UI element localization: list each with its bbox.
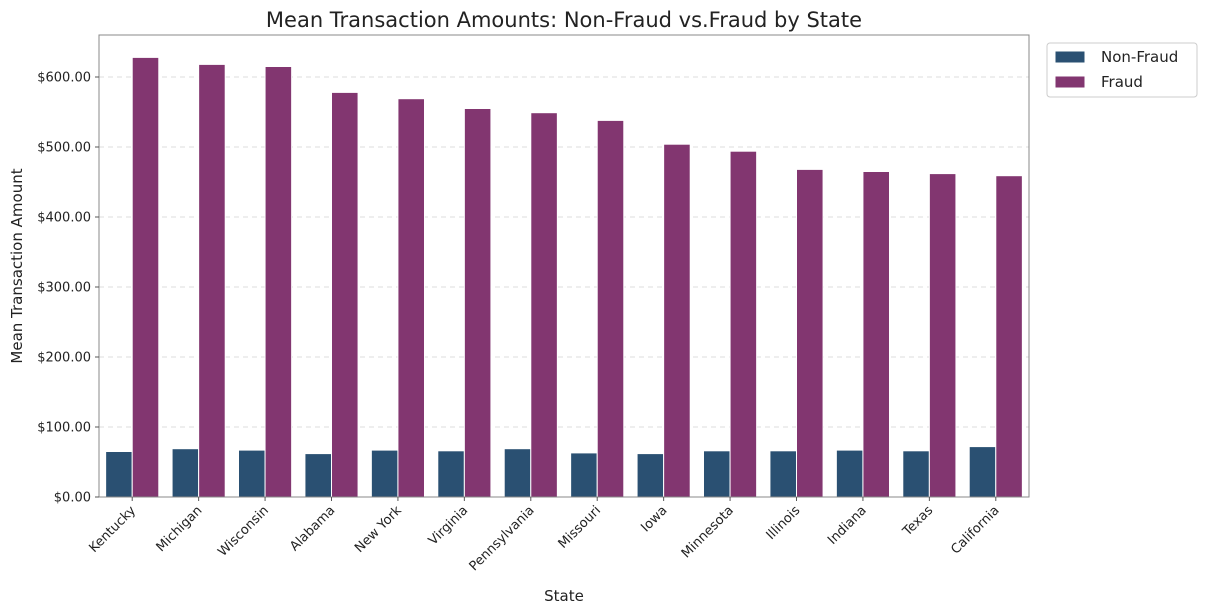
x-tick-label: Virginia <box>426 503 471 548</box>
bar-fraud-pennsylvania <box>530 112 558 498</box>
bar-non-fraud-pennsylvania <box>503 448 532 498</box>
plot-frame <box>98 34 1030 498</box>
y-tick-label: $500.00 <box>37 141 91 156</box>
y-tick-label: $100.00 <box>37 421 91 436</box>
bar-non-fraud-new-york <box>370 449 399 498</box>
x-tick-label: Wisconsin <box>215 503 272 560</box>
bar-fraud-illinois <box>796 168 824 498</box>
bar-fraud-wisconsin <box>264 66 293 498</box>
x-tick-label: Pennsylvania <box>467 503 538 574</box>
bar-non-fraud-virginia <box>437 450 465 498</box>
x-tick-label: Alabama <box>287 503 338 554</box>
bar-non-fraud-alabama <box>304 453 332 498</box>
x-tick-label: Iowa <box>638 503 670 535</box>
x-tick-label: Indiana <box>825 503 870 548</box>
bar-non-fraud-kentucky <box>105 451 133 498</box>
x-tick-label: Kentucky <box>86 503 139 556</box>
x-tick-label: Minnesota <box>679 503 737 561</box>
bar-non-fraud-california <box>968 446 997 498</box>
y-tick-label: $0.00 <box>54 491 91 506</box>
bar-fraud-virginia <box>463 108 492 498</box>
legend-swatch <box>1054 75 1086 89</box>
bar-non-fraud-indiana <box>835 449 864 498</box>
chart-title: Mean Transaction Amounts: Non-Fraud vs.F… <box>266 8 862 32</box>
bar-non-fraud-wisconsin <box>238 449 266 498</box>
x-tick-label: Illinois <box>764 503 804 543</box>
bar-fraud-indiana <box>862 171 891 498</box>
legend-label: Non-Fraud <box>1101 48 1178 66</box>
y-tick-label: $600.00 <box>37 71 91 86</box>
bar-non-fraud-missouri <box>570 452 598 498</box>
bar-fraud-california <box>995 175 1023 498</box>
x-tick-label: New York <box>352 503 405 556</box>
legend-swatch <box>1054 50 1086 64</box>
bar-non-fraud-iowa <box>636 453 665 498</box>
x-tick-label: California <box>948 503 1002 557</box>
bar-non-fraud-michigan <box>171 448 200 498</box>
bar-fraud-alabama <box>331 91 359 498</box>
y-axis-label: Mean Transaction Amount <box>8 168 26 363</box>
bar-fraud-minnesota <box>729 150 758 498</box>
y-tick-label: $200.00 <box>37 351 91 366</box>
y-tick-label: $400.00 <box>37 211 91 226</box>
bar-fraud-missouri <box>596 119 625 498</box>
bar-non-fraud-minnesota <box>703 450 731 498</box>
x-tick-label: Michigan <box>154 503 206 555</box>
bar-fraud-michigan <box>198 63 226 498</box>
x-axis-label: State <box>544 587 584 605</box>
legend-label: Fraud <box>1101 73 1143 91</box>
y-axis-ticks: $0.00 $100.00 $200.00 $300.00 $400.00 $500.00… <box>37 71 99 506</box>
x-tick-label: Texas <box>899 503 936 540</box>
bar-non-fraud-illinois <box>769 450 798 498</box>
x-axis-ticks: Kentucky Michigan Wisconsin Alabama New York… <box>86 497 1003 574</box>
y-tick-label: $300.00 <box>37 281 91 296</box>
bar-fraud-new-york <box>397 98 425 498</box>
bars <box>105 56 1023 498</box>
x-tick-label: Missouri <box>556 503 604 551</box>
legend: Non-Fraud Fraud <box>1046 42 1198 98</box>
bar-fraud-kentucky <box>131 56 160 498</box>
bar-fraud-texas <box>928 173 957 498</box>
bar-fraud-iowa <box>663 143 691 498</box>
bar-non-fraud-texas <box>902 450 930 498</box>
